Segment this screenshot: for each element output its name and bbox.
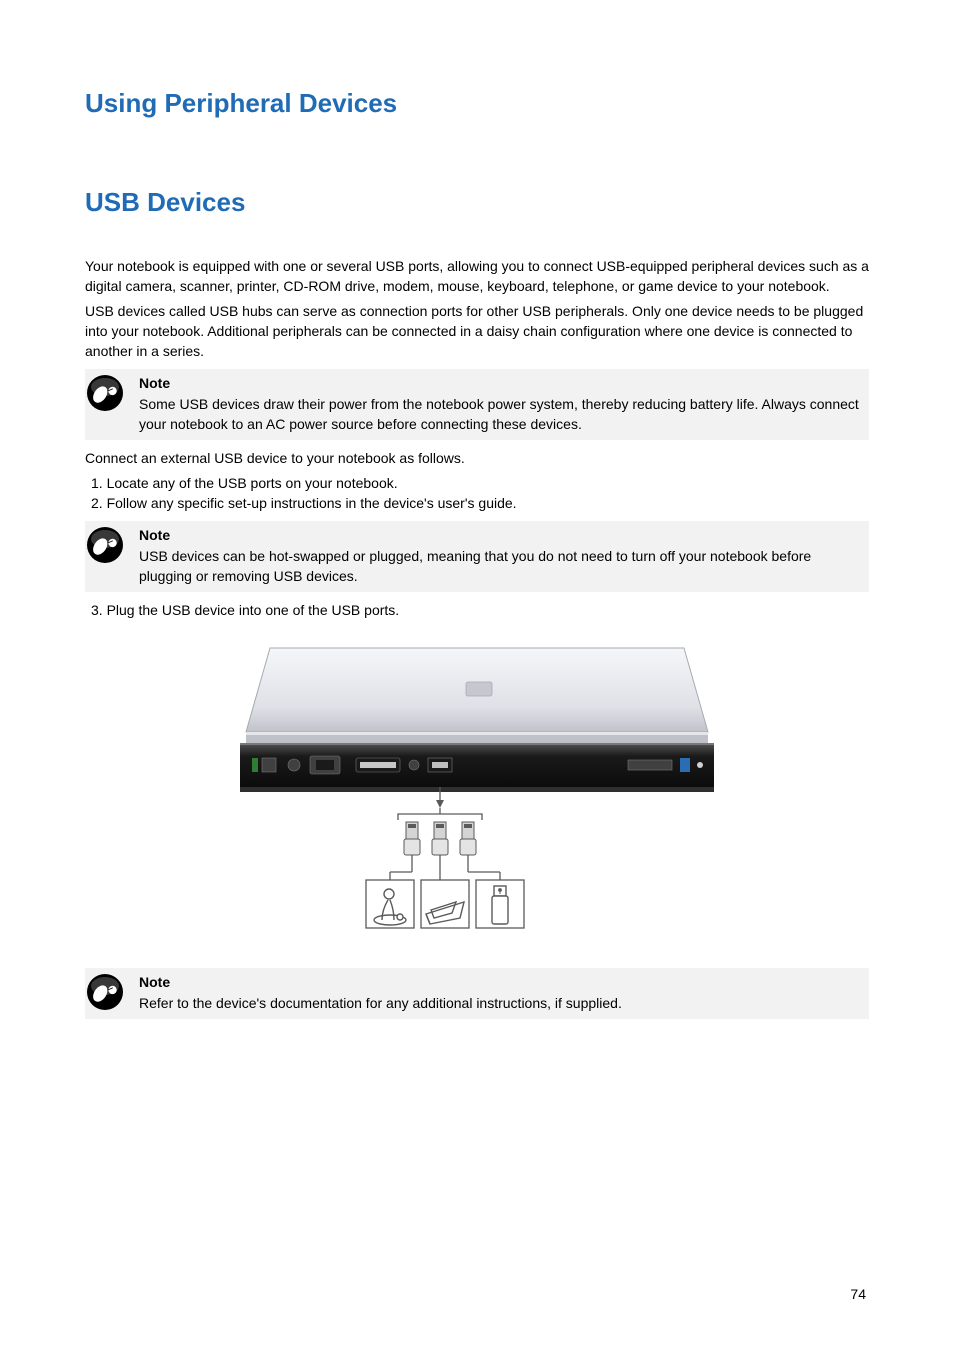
- note-text-1: Some USB devices draw their power from t…: [139, 396, 859, 432]
- note-text-3: Refer to the device's documentation for …: [139, 995, 622, 1011]
- chapter-title: Using Peripheral Devices: [85, 88, 869, 119]
- usb-connector-icon: [404, 822, 420, 855]
- note-label: Note: [139, 375, 170, 391]
- note-text-2: USB devices can be hot-swapped or plugge…: [139, 548, 811, 584]
- step-3: 3. Plug the USB device into one of the U…: [85, 600, 869, 620]
- note-label: Note: [139, 974, 170, 990]
- intro-paragraph-2: USB devices called USB hubs can serve as…: [85, 301, 869, 362]
- usb-stick-icon: [492, 886, 508, 924]
- page-number: 74: [850, 1286, 866, 1302]
- note-icon: [85, 373, 139, 413]
- step-2: 2. Follow any specific set-up instructio…: [85, 493, 869, 513]
- usb-ports-figure: [85, 640, 869, 940]
- note-label: Note: [139, 527, 170, 543]
- note-box-2: Note USB devices can be hot-swapped or p…: [85, 521, 869, 592]
- intro-paragraph-1: Your notebook is equipped with one or se…: [85, 256, 869, 297]
- usb-connector-icon: [460, 822, 476, 855]
- note-icon: [85, 972, 139, 1012]
- note-icon: [85, 525, 139, 565]
- note-box-3: Note Refer to the device's documentation…: [85, 968, 869, 1019]
- note-box-1: Note Some USB devices draw their power f…: [85, 369, 869, 440]
- step-1: 1. Locate any of the USB ports on your n…: [85, 473, 869, 493]
- connect-intro: Connect an external USB device to your n…: [85, 448, 869, 468]
- section-title: USB Devices: [85, 187, 869, 218]
- usb-connector-icon: [432, 822, 448, 855]
